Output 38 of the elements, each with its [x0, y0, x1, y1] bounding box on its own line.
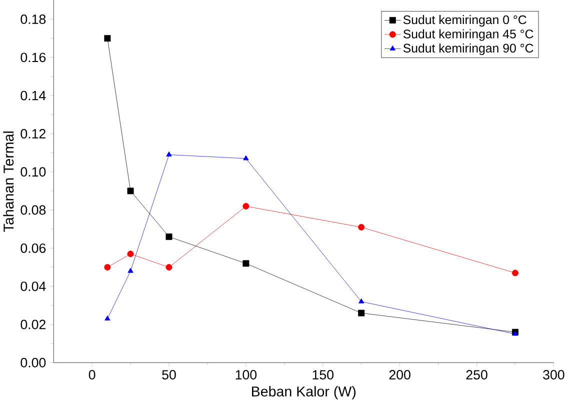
y-tick-label: 0.00 — [20, 358, 46, 368]
y-axis-title: Tahanan Termal — [3, 132, 14, 232]
y-tick-label: 0.10 — [20, 167, 46, 177]
point — [127, 250, 134, 258]
point — [166, 234, 172, 240]
point — [512, 270, 518, 276]
legend-label: Sudut kemiringan 0 °C — [403, 15, 526, 27]
point — [127, 188, 134, 194]
point — [243, 156, 249, 160]
point — [104, 35, 111, 42]
point — [166, 264, 172, 271]
x-tick-label: 250 — [466, 370, 488, 380]
x-axis-title: Beban Kalor (W) — [252, 386, 356, 400]
point — [104, 264, 111, 271]
x-tick-label: 0 — [88, 370, 96, 380]
legend-label: Sudut kemiringan 90 °C — [403, 44, 534, 56]
x-tick-label: 300 — [543, 370, 564, 380]
y-tick-label: 0.02 — [20, 320, 46, 330]
y-tick-label: 0.16 — [20, 52, 46, 62]
point — [104, 316, 110, 321]
x-tick-label: 200 — [389, 370, 410, 380]
x-tick-label: 100 — [236, 370, 257, 380]
point — [128, 268, 134, 274]
legend-label: Sudut kemiringan 45 °C — [403, 30, 534, 42]
y-tick-label: 0.04 — [20, 282, 46, 292]
y-tick-label: 0.06 — [20, 244, 46, 254]
y-tick-label: 0.08 — [20, 206, 46, 215]
y-tick-label: 0.18 — [20, 14, 46, 24]
point — [358, 298, 364, 304]
point — [242, 203, 250, 210]
point — [358, 310, 365, 317]
y-tick-label: 0.12 — [20, 129, 46, 139]
point — [358, 224, 365, 231]
point — [242, 260, 250, 267]
y-tick-label: 0.14 — [20, 91, 46, 101]
x-tick-label: 50 — [162, 370, 176, 380]
x-tick-label: 150 — [312, 370, 334, 380]
point — [166, 152, 172, 157]
